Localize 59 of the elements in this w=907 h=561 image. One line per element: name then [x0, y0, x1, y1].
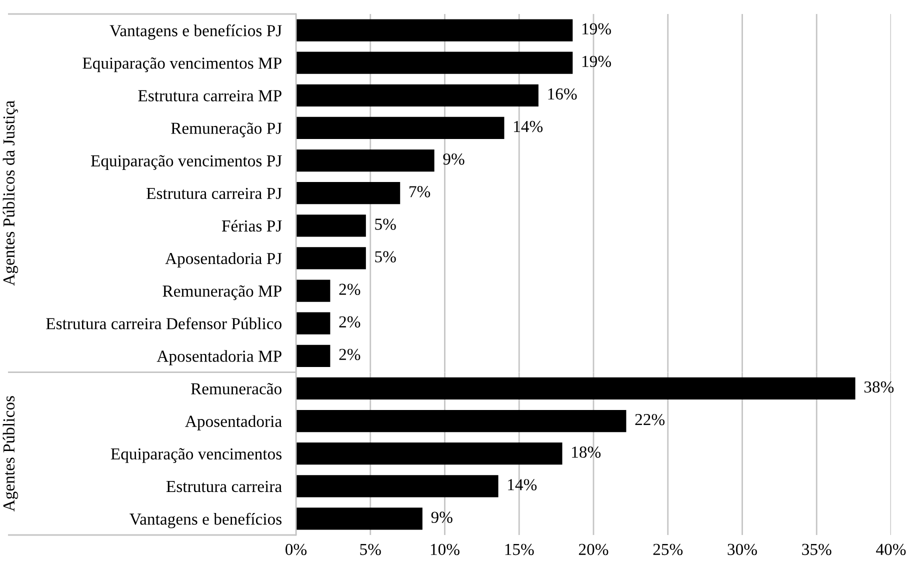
y-tick-label: Equiparação vencimentos MP — [82, 57, 282, 72]
bar — [296, 19, 573, 42]
bar — [296, 52, 573, 74]
y-tick-label: Vantagens e benefícios PJ — [110, 24, 282, 40]
y-tick-label: Aposentadoria PJ — [165, 252, 282, 268]
data-label: 14% — [514, 120, 543, 132]
bar — [296, 442, 562, 465]
x-tick-label: 5% — [360, 544, 381, 556]
data-label: 9% — [431, 512, 452, 523]
data-label: 19% — [582, 56, 611, 68]
x-tick-label: 15% — [505, 544, 534, 556]
x-tick-label: 20% — [578, 544, 608, 556]
data-label: 22% — [635, 414, 665, 426]
data-label: 5% — [375, 251, 396, 262]
bar — [296, 475, 498, 498]
x-tick-label: 0% — [286, 544, 307, 556]
bar — [296, 312, 330, 334]
x-tick-label: 30% — [728, 544, 757, 556]
y-tick-label: Estrutura carreira MP — [138, 90, 282, 102]
y-tick-label: Aposentadoria — [185, 415, 282, 430]
bar — [296, 214, 366, 237]
data-label: 5% — [375, 218, 396, 230]
bar — [296, 84, 538, 106]
data-label: 38% — [864, 381, 894, 393]
y-tick-label: Remuneracão — [190, 383, 282, 394]
data-label: 18% — [572, 446, 601, 458]
y-axis-title: Agentes Públicos — [2, 396, 18, 512]
y-tick-label: Remuneração MP — [162, 285, 282, 300]
bar — [296, 377, 856, 400]
y-tick-label: Aposentadoria MP — [156, 350, 282, 366]
bar — [296, 247, 366, 270]
data-label: 14% — [508, 479, 537, 490]
x-tick-label: 40% — [876, 544, 906, 556]
data-label: 16% — [548, 88, 577, 100]
data-label: 2% — [339, 284, 360, 296]
y-tick-label: Vantagens e benefícios — [130, 512, 282, 528]
y-tick-label: Equiparação vencimentos PJ — [90, 155, 282, 170]
x-tick-label: 35% — [802, 544, 832, 556]
data-label: 9% — [443, 153, 464, 165]
bar — [296, 280, 330, 302]
bar — [296, 508, 422, 530]
data-label: 7% — [410, 186, 430, 198]
bar — [296, 149, 434, 172]
data-label: 2% — [339, 348, 360, 360]
x-tick-label: 10% — [430, 544, 460, 556]
data-label: 2% — [339, 316, 360, 328]
y-tick-label: Estrutura carreira Defensor Público — [46, 317, 282, 330]
x-tick-label: 25% — [653, 544, 683, 556]
data-label: 19% — [582, 23, 611, 35]
bar — [296, 182, 400, 204]
y-tick-label: Estrutura carreira — [166, 480, 282, 492]
bar — [296, 116, 504, 140]
y-axis-title: Agentes Públicos da Justiça — [2, 100, 18, 286]
y-tick-label: Estrutura carreira PJ — [146, 188, 282, 200]
y-tick-label: Equiparação vencimentos — [110, 448, 282, 463]
y-tick-label: Férias PJ — [222, 220, 282, 232]
bar — [296, 410, 626, 432]
y-tick-label: Remuneração PJ — [171, 122, 282, 138]
bar — [296, 344, 330, 367]
